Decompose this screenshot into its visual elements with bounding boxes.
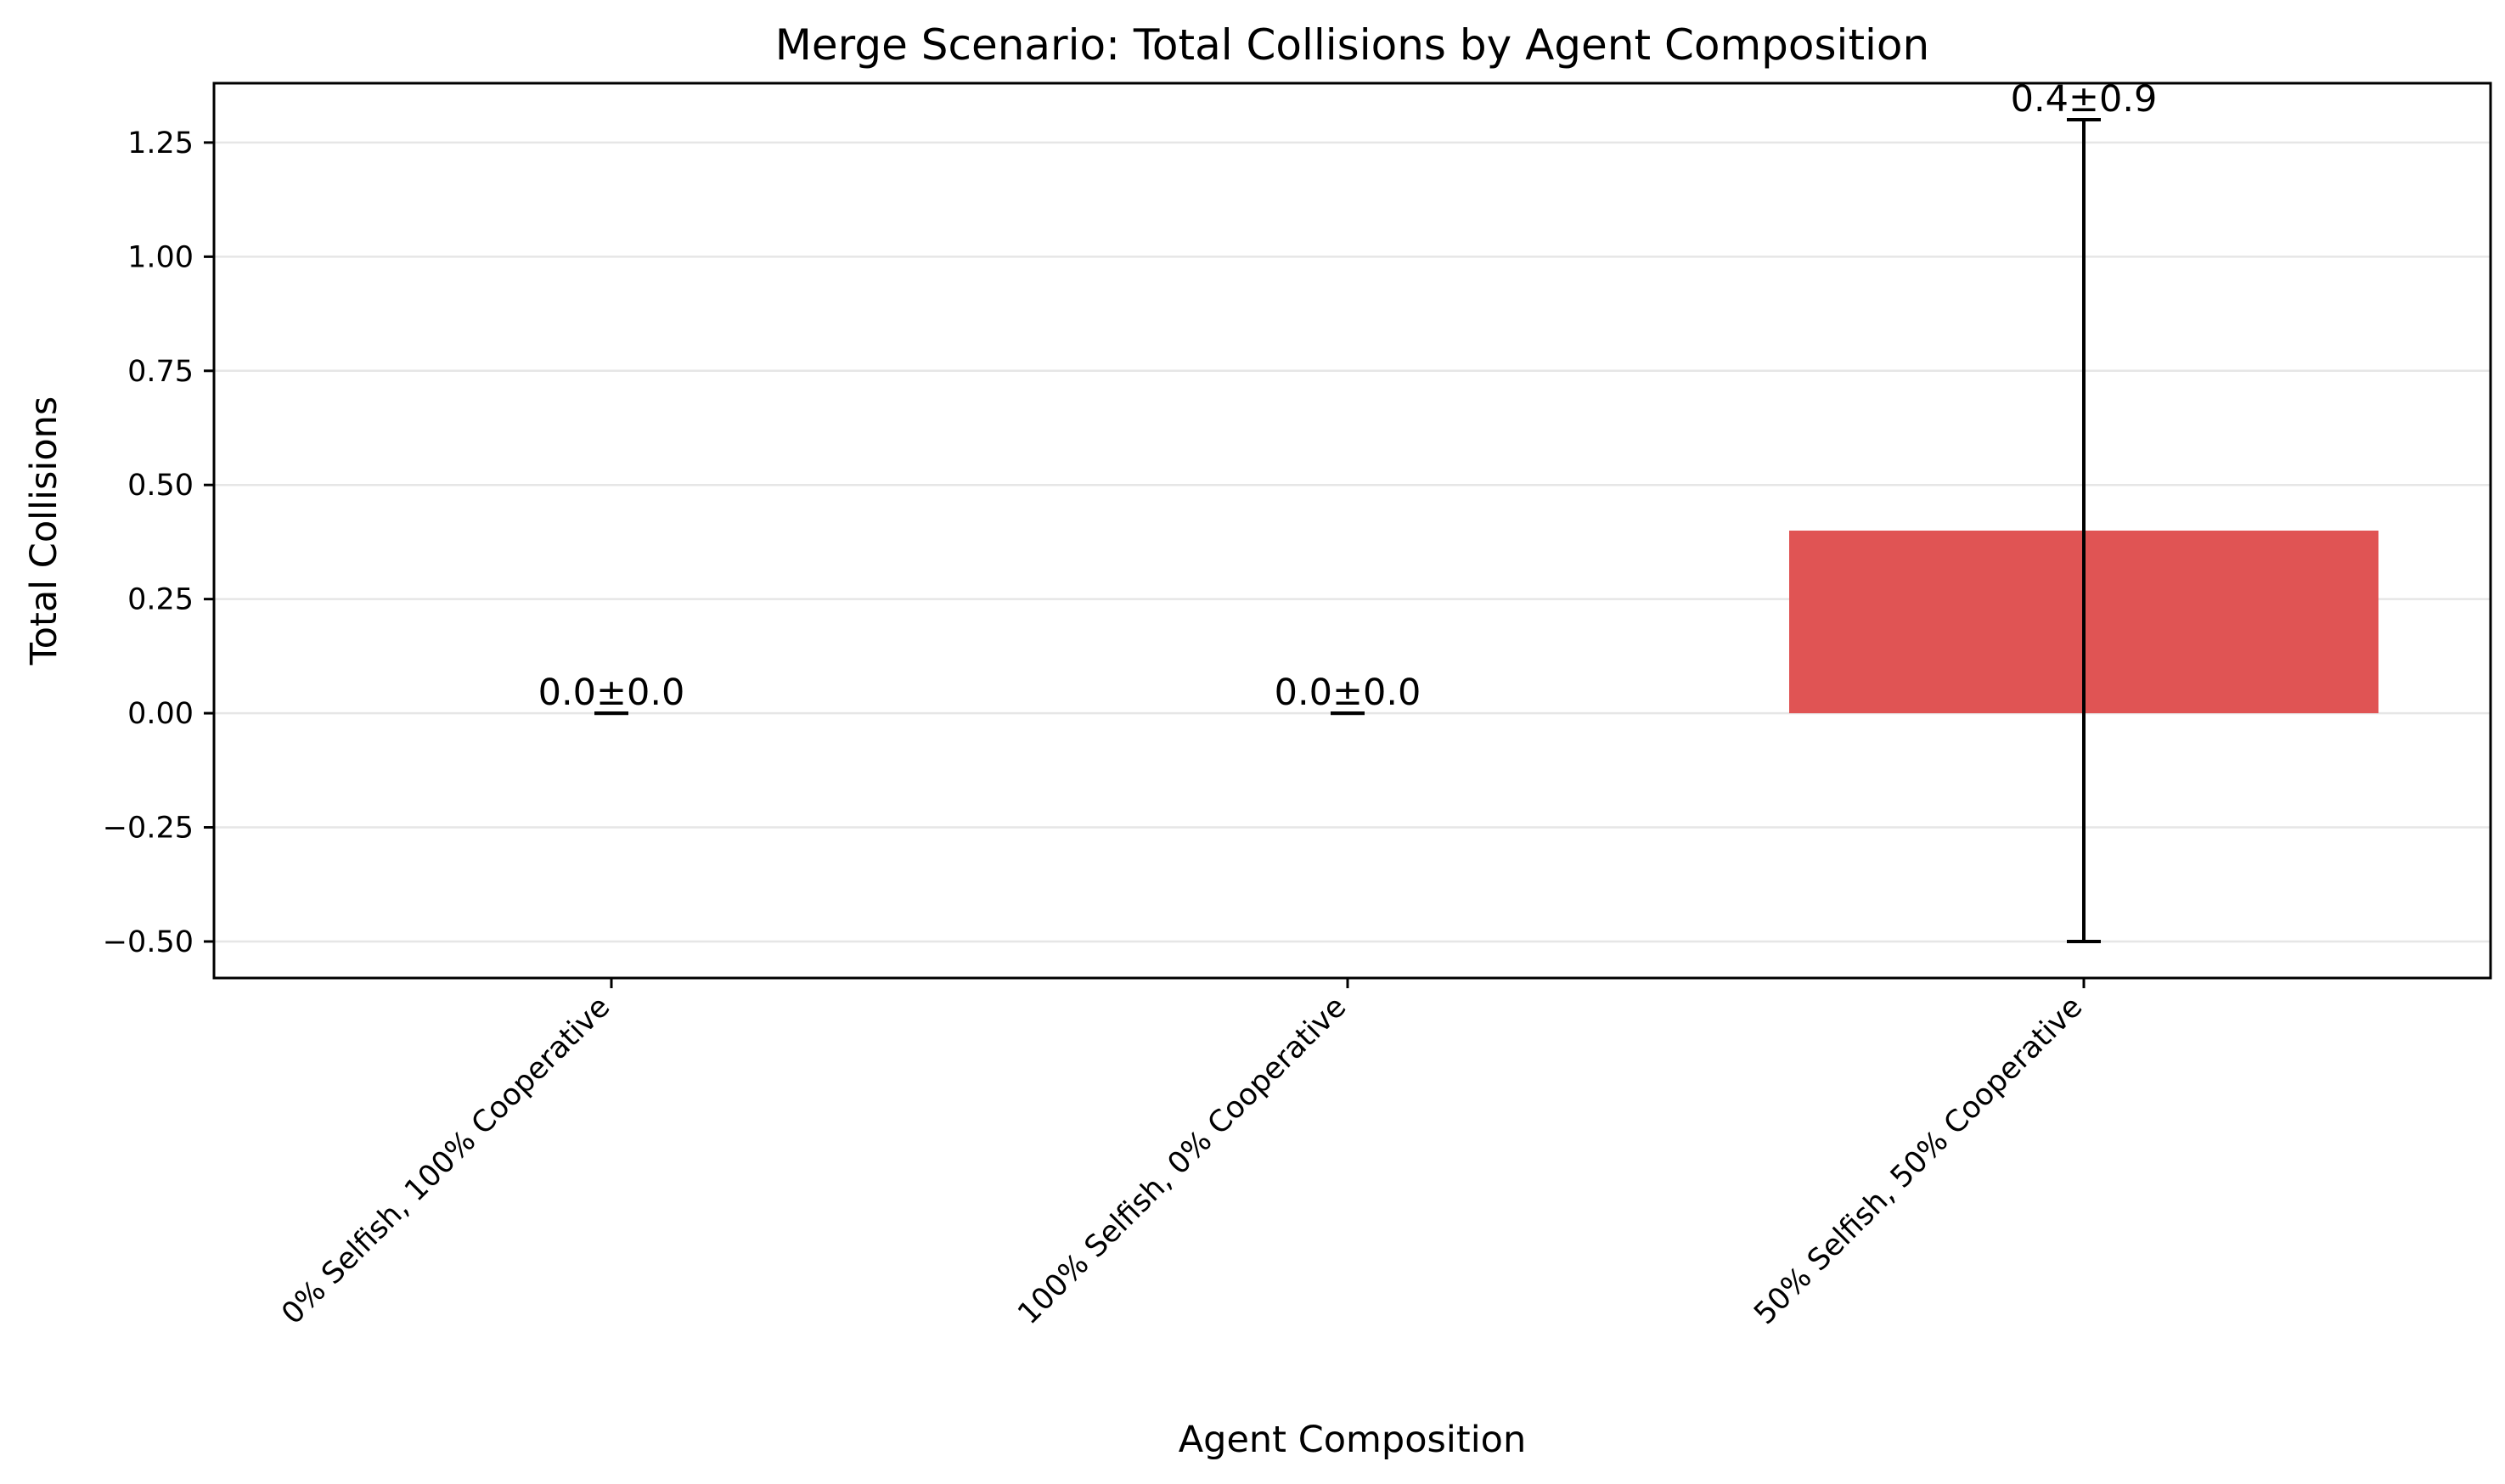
plot-area-frame [212,82,2492,980]
y-tick-label-0: −0.50 [103,925,194,959]
x-axis-label: Agent Composition [1179,1419,1527,1461]
x-tick-label-2: 50% Selfish, 50% Cooperative [1748,990,2089,1331]
data-label-1: 0.0±0.0 [1275,672,1421,714]
y-axis-label: Total Collisions [23,396,65,666]
x-axis-ticks: 0% Selfish, 100% Cooperative 100% Selfish… [275,978,2089,1331]
error-bar-2 [2067,118,2101,943]
error-bars [594,118,2101,943]
chart-title: Merge Scenario: Total Collisions by Agen… [775,20,1929,70]
x-tick-label-0: 0% Selfish, 100% Cooperative [275,990,616,1331]
data-label-0: 0.0±0.0 [538,672,685,714]
y-tick-label-6: 1.00 [127,240,194,274]
y-tick-label-1: −0.25 [103,812,194,846]
y-tick-label-2: 0.00 [127,697,194,731]
x-tick-label-1: 100% Selfish, 0% Cooperative [1011,990,1353,1331]
data-label-2: 0.4±0.9 [2011,78,2158,121]
y-axis-ticks: −0.50 −0.25 0.00 0.25 0.50 0.75 1.00 1.25 [103,126,214,959]
y-tick-label-3: 0.25 [127,583,194,617]
y-tick-label-5: 0.75 [127,355,194,389]
y-tick-label-4: 0.50 [127,469,194,503]
data-labels: 0.0±0.0 0.0±0.0 0.4±0.9 [538,78,2158,714]
y-tick-label-7: 1.25 [127,126,194,160]
